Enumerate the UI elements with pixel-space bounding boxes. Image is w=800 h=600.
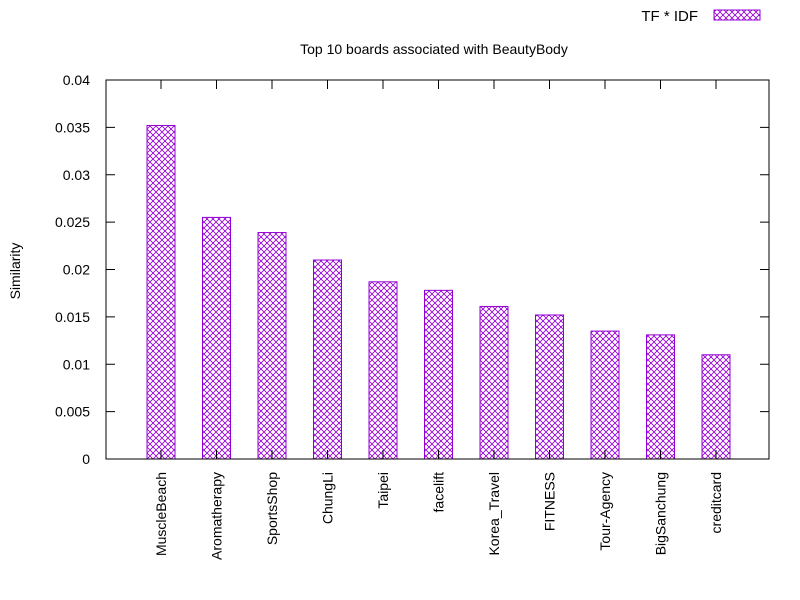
legend-label: TF * IDF — [641, 8, 698, 25]
x-tick-label: BigSanchung — [653, 472, 669, 555]
y-tick-label: 0 — [82, 451, 90, 467]
bar-korea_travel — [479, 305, 509, 460]
bar-taipei — [368, 281, 398, 460]
y-tick-label: 0.025 — [55, 214, 90, 230]
x-tick-label: FITNESS — [542, 472, 558, 531]
bar-sportsshop — [257, 232, 287, 460]
x-tick-label: facelift — [431, 472, 447, 513]
x-tick-label: Korea_Travel — [486, 472, 502, 556]
bar-musclebeach — [146, 124, 176, 460]
bar-tour-agency — [590, 330, 620, 460]
x-tick-label: Aromatherapy — [209, 472, 225, 560]
x-tick-label: Taipei — [375, 472, 391, 509]
y-axis-label: Similarity — [7, 243, 23, 300]
bar-chungli — [313, 259, 342, 460]
bars — [146, 124, 731, 460]
y-tick-label: 0.005 — [55, 404, 90, 420]
y-tick-label: 0.01 — [63, 356, 90, 372]
x-tick-label: Tour-Agency — [597, 472, 613, 551]
bar-bigsanchung — [646, 334, 675, 460]
legend-swatch — [713, 9, 761, 21]
plot-border — [105, 79, 770, 460]
x-tick-label: creditcard — [708, 472, 724, 533]
y-tick-label: 0.035 — [55, 119, 90, 135]
chart-title: Top 10 boards associated with BeautyBody — [300, 41, 568, 57]
x-tick-label: ChungLi — [320, 472, 336, 524]
bar-facelift — [424, 289, 453, 460]
bar-fitness — [535, 314, 564, 460]
x-tick-label: MuscleBeach — [153, 472, 169, 556]
bar-aromatherapy — [202, 216, 231, 460]
y-tick-label: 0.03 — [63, 167, 90, 183]
y-axis-ticks: 0 0.005 0.01 0.015 0.02 0.025 0.03 0.035 0.04 — [55, 72, 769, 467]
y-tick-label: 0.04 — [63, 72, 90, 88]
y-tick-label: 0.02 — [63, 262, 90, 278]
x-axis-ticks: MuscleBeach Aromatherapy SportsShop ChungLi… — [153, 80, 724, 560]
x-tick-label: SportsShop — [264, 472, 280, 545]
bar-creditcard — [701, 354, 731, 460]
y-tick-label: 0.015 — [55, 309, 90, 325]
